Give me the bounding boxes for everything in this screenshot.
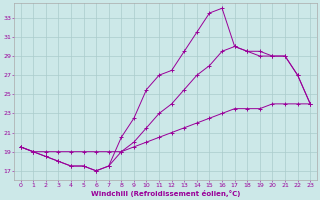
X-axis label: Windchill (Refroidissement éolien,°C): Windchill (Refroidissement éolien,°C) <box>91 190 240 197</box>
